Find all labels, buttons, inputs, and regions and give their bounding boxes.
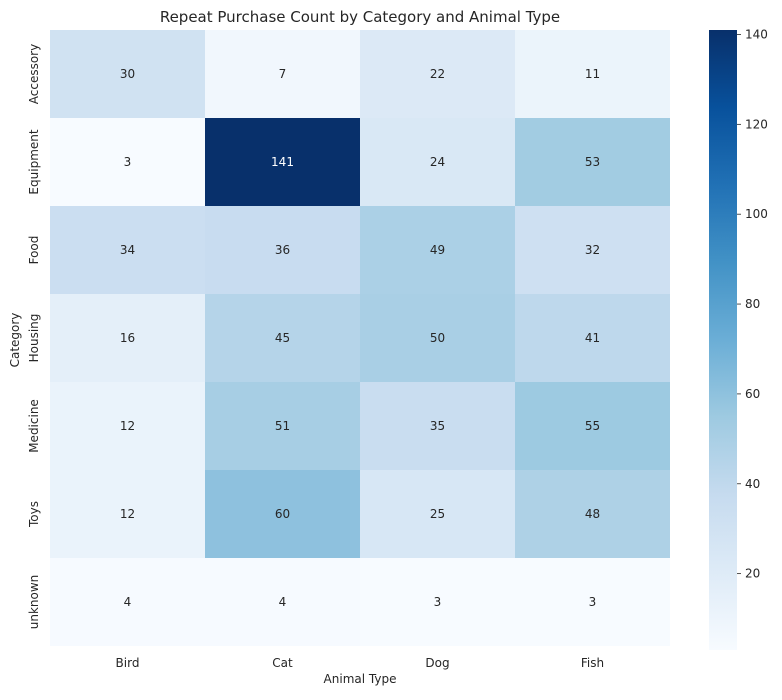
heatmap-cell-toys-dog xyxy=(360,470,515,558)
cell-value-label: 49 xyxy=(430,243,445,257)
colorbar xyxy=(709,30,737,650)
heatmap-cell-unknown-fish xyxy=(515,558,670,646)
heatmap-cell-medicine-bird xyxy=(50,382,205,470)
cell-value-label: 25 xyxy=(430,507,445,521)
colorbar-tick-label: 100 xyxy=(745,207,768,221)
colorbar-tick-label: 80 xyxy=(745,297,760,311)
heatmap-cell-accessory-fish xyxy=(515,30,670,118)
colorbar-tick-label: 20 xyxy=(745,567,760,581)
cell-value-label: 41 xyxy=(585,331,600,345)
colorbar-tick-label: 60 xyxy=(745,387,760,401)
heatmap-cell-housing-dog xyxy=(360,294,515,382)
x-tick-label-dog: Dog xyxy=(425,656,449,670)
cell-value-label: 55 xyxy=(585,419,600,433)
colorbar-tick-label: 140 xyxy=(745,27,768,41)
x-tick-label-bird: Bird xyxy=(116,656,140,670)
y-tick-label-medicine: Medicine xyxy=(27,399,41,453)
heatmap-cell-food-dog xyxy=(360,206,515,294)
heatmap-cell-equipment-fish xyxy=(515,118,670,206)
heatmap-cell-accessory-dog xyxy=(360,30,515,118)
colorbar-tick-label: 120 xyxy=(745,117,768,131)
cell-value-label: 4 xyxy=(279,595,287,609)
cell-value-label: 51 xyxy=(275,419,290,433)
cell-value-label: 53 xyxy=(585,155,600,169)
heatmap-cell-unknown-bird xyxy=(50,558,205,646)
heatmap-cell-toys-bird xyxy=(50,470,205,558)
heatmap-cell-toys-cat xyxy=(205,470,360,558)
cell-value-label: 12 xyxy=(120,419,135,433)
cell-value-label: 45 xyxy=(275,331,290,345)
heatmap-cell-toys-fish xyxy=(515,470,670,558)
y-tick-labels: Accessory Equipment Food Housing Medicine Toy… xyxy=(27,44,41,630)
cell-value-label: 36 xyxy=(275,243,290,257)
cell-value-label: 141 xyxy=(271,155,294,169)
heatmap-cell-equipment-dog xyxy=(360,118,515,206)
colorbar-tick-label: 40 xyxy=(745,477,760,491)
cell-value-label: 35 xyxy=(430,419,445,433)
heatmap-cell-housing-cat xyxy=(205,294,360,382)
heatmap-cell-housing-bird xyxy=(50,294,205,382)
cell-value-label: 7 xyxy=(279,67,287,81)
heatmap-cell-equipment-bird xyxy=(50,118,205,206)
heatmap-cell-food-fish xyxy=(515,206,670,294)
cell-value-label: 32 xyxy=(585,243,600,257)
heatmap-cell-medicine-fish xyxy=(515,382,670,470)
cell-value-label: 22 xyxy=(430,67,445,81)
heatmap-cell-food-bird xyxy=(50,206,205,294)
chart-title: Repeat Purchase Count by Category and An… xyxy=(160,8,560,26)
heatmap-cell-housing-fish xyxy=(515,294,670,382)
heatmap-cell-medicine-cat xyxy=(205,382,360,470)
heatmap-cell-accessory-cat xyxy=(205,30,360,118)
heatmap-cell-unknown-dog xyxy=(360,558,515,646)
y-tick-label-equipment: Equipment xyxy=(27,129,41,194)
y-axis-label: Category xyxy=(8,313,22,368)
cell-value-label: 16 xyxy=(120,331,135,345)
y-tick-label-unknown: unknown xyxy=(27,575,41,630)
heatmap-cell-accessory-bird xyxy=(50,30,205,118)
heatmap-cell-food-cat xyxy=(205,206,360,294)
y-tick-label-housing: Housing xyxy=(27,314,41,363)
cell-value-label: 3 xyxy=(124,155,132,169)
x-tick-labels: Bird Cat Dog Fish xyxy=(116,656,605,670)
cell-value-label: 4 xyxy=(124,595,132,609)
cell-value-label: 3 xyxy=(589,595,597,609)
heatmap-cell-unknown-cat xyxy=(205,558,360,646)
cell-value-label: 60 xyxy=(275,507,290,521)
cell-value-label: 50 xyxy=(430,331,445,345)
cell-value-label: 3 xyxy=(434,595,442,609)
y-tick-label-accessory: Accessory xyxy=(27,44,41,104)
y-tick-label-toys: Toys xyxy=(27,501,41,528)
cell-value-label: 48 xyxy=(585,507,600,521)
cell-value-label: 12 xyxy=(120,507,135,521)
cell-value-label: 30 xyxy=(120,67,135,81)
x-tick-label-fish: Fish xyxy=(581,656,604,670)
heatmap-cell-equipment-cat xyxy=(205,118,360,206)
heatmap-cell-medicine-dog xyxy=(360,382,515,470)
y-tick-label-food: Food xyxy=(27,236,41,265)
cell-value-label: 11 xyxy=(585,67,600,81)
cell-value-label: 34 xyxy=(120,243,135,257)
cell-value-label: 24 xyxy=(430,155,445,169)
x-tick-label-cat: Cat xyxy=(272,656,293,670)
colorbar-ticks: 20 40 60 80 100 120 140 xyxy=(737,27,768,581)
x-axis-label: Animal Type xyxy=(324,672,397,686)
